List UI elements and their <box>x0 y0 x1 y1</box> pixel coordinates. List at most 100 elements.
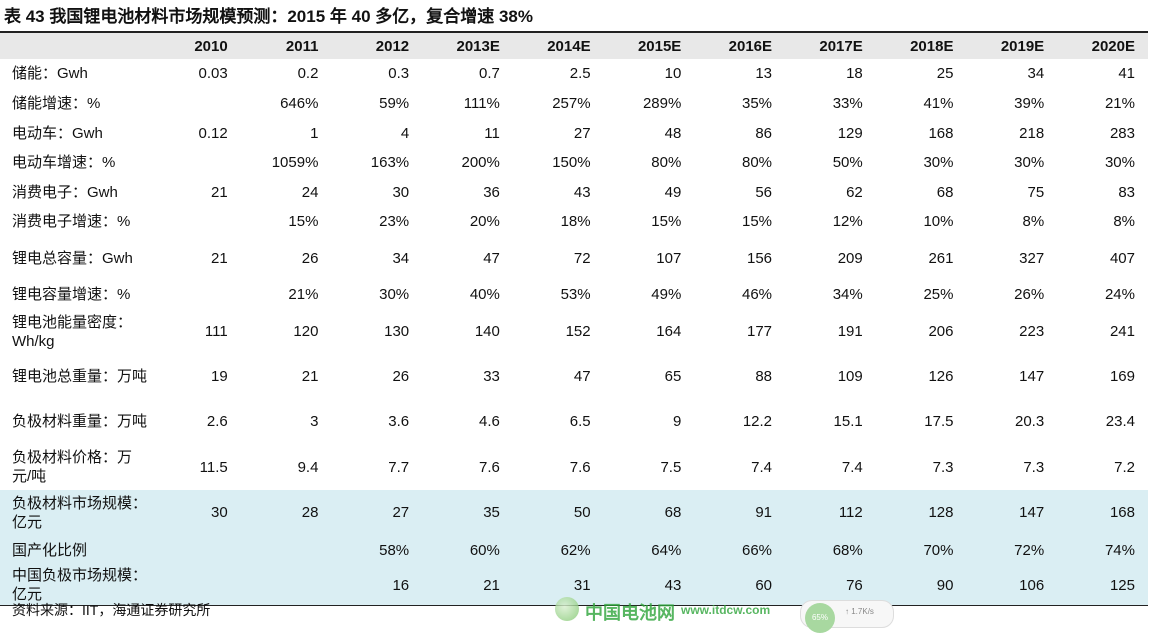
table-cell: 33% <box>832 94 863 112</box>
table-cell: 17.5 <box>924 413 954 430</box>
table-cell: 25 <box>936 65 954 82</box>
column-header: 2018E <box>910 37 954 55</box>
row-label: 锂电总容量：Gwh <box>12 249 133 267</box>
table-cell: 50% <box>832 154 863 171</box>
table-cell: 27 <box>392 504 410 521</box>
table-cell: 10% <box>923 213 954 230</box>
table-cell: 15.1 <box>833 413 863 430</box>
table-cell: 109 <box>837 368 863 385</box>
table-cell: 66% <box>742 541 773 559</box>
table-cell: 6.5 <box>569 413 591 430</box>
table-cell: 12.2 <box>742 413 773 430</box>
row-label: 消费电子：Gwh <box>12 183 118 201</box>
table-row: 锂电池能量密度：Wh/kg 111 120 130 140 152 164 177 191 206… <box>0 309 1148 354</box>
table-cell <box>241 535 332 565</box>
table-cell: 35 <box>483 504 500 521</box>
watermark-logo: 中国电池网 www.itdcw.com <box>555 597 785 623</box>
table-cell: 24% <box>1104 286 1135 303</box>
column-header: 2013E <box>456 37 500 55</box>
column-header: 2020E <box>1091 37 1135 55</box>
table-cell: 41% <box>923 94 954 112</box>
table-cell: 68 <box>664 504 682 521</box>
table-cell: 48 <box>664 124 682 142</box>
column-header: 2019E <box>1000 37 1045 55</box>
table-cell: 156 <box>747 249 773 267</box>
table-cell: 125 <box>1109 576 1135 594</box>
table-cell: 218 <box>1019 124 1045 142</box>
table-row: 储能增速：% 646% 59% 111% 257% 289% 35% 33% 41% 39% 21% <box>0 88 1148 118</box>
row-label: 消费电子增速：% <box>12 213 131 230</box>
table-cell: 56 <box>755 183 773 201</box>
table-cell: 30% <box>1104 154 1135 171</box>
table-cell: 2.5 <box>569 65 591 82</box>
header-row: 2010 2011 2012 2013E 2014E 2015E 2016E 2017E 201… <box>0 32 1148 59</box>
table-row: 电动车：Gwh 0.12 1 4 11 27 48 86 129 168 218 283 <box>0 118 1148 148</box>
table-cell: 3.6 <box>388 413 410 430</box>
table-cell: 30% <box>923 154 954 171</box>
table-cell: 50 <box>573 504 591 521</box>
table-cell: 241 <box>1109 323 1135 340</box>
row-label: 国产化比例 <box>12 541 88 559</box>
table-cell: 4.6 <box>479 413 500 430</box>
column-header: 2016E <box>728 37 773 55</box>
table-cell: 20% <box>469 213 500 230</box>
row-label: 负极材料价格：万元/吨 <box>12 449 133 485</box>
table-cell: 12% <box>832 213 863 230</box>
table-cell: 120 <box>293 323 319 340</box>
table-cell: 4 <box>400 124 410 142</box>
table-cell: 62% <box>560 541 591 559</box>
table-title: 表 43 我国锂电池材料市场规模预测：2015 年 40 多亿，复合增速 38% <box>4 7 533 26</box>
watermark-name: 中国电池网 <box>585 603 675 623</box>
table-cell: 24 <box>301 183 319 201</box>
table-cell: 23% <box>379 213 410 230</box>
table-cell: 76 <box>846 576 863 594</box>
table-cell: 106 <box>1019 576 1045 594</box>
table-cell: 21 <box>483 576 500 594</box>
table-cell: 8% <box>1113 213 1135 230</box>
row-label: 锂电池总重量：万吨 <box>12 368 148 385</box>
table-cell: 58% <box>379 541 410 559</box>
table-cell: 147 <box>1019 368 1045 385</box>
table-cell: 8% <box>1022 213 1045 230</box>
speed-widget[interactable]: 65% ↑ 1.7K/s <box>800 600 894 633</box>
table-cell: 21% <box>288 286 319 303</box>
table-cell: 152 <box>565 323 591 340</box>
table-cell: 206 <box>928 323 954 340</box>
column-header: 2014E <box>547 37 591 55</box>
table-cell: 18 <box>846 65 863 82</box>
table-cell: 7.2 <box>1114 458 1135 476</box>
table-cell: 47 <box>483 249 500 267</box>
table-cell: 80% <box>742 154 773 171</box>
table-cell <box>150 207 241 236</box>
table-cell: 53% <box>560 286 591 303</box>
table-cell: 46% <box>742 286 773 303</box>
table-cell: 41 <box>1118 65 1135 82</box>
table-cell: 90 <box>936 576 954 594</box>
table-cell: 27 <box>573 124 591 142</box>
table-cell: 21% <box>1104 94 1135 112</box>
table-cell: 91 <box>755 504 773 521</box>
speed-value: 1.7K/s <box>851 607 874 616</box>
row-label: 负极材料市场规模：亿元 <box>12 494 148 531</box>
table-cell: 68 <box>936 183 954 201</box>
table-cell: 9 <box>672 413 682 430</box>
table-cell: 33 <box>483 368 500 385</box>
table-cell: 169 <box>1109 368 1135 385</box>
table-row: 国产化比例 58% 60% 62% 64% 66% 68% 70% 72% 74% <box>0 535 1148 565</box>
table-cell: 0.7 <box>479 65 500 82</box>
table-cell: 126 <box>928 368 954 385</box>
table-cell: 70% <box>923 541 954 559</box>
column-header: 2011 <box>285 37 319 55</box>
table-cell: 289% <box>642 94 682 112</box>
table-cell: 11 <box>484 124 500 142</box>
table-cell: 112 <box>838 504 863 521</box>
table-cell: 107 <box>656 249 682 267</box>
table-cell: 407 <box>1109 249 1135 267</box>
column-header: 2015E <box>637 37 682 55</box>
table-cell: 26 <box>392 368 410 385</box>
table-cell: 83 <box>1118 183 1135 201</box>
table-row: 消费电子：Gwh 21 24 30 36 43 49 56 62 68 75 83 <box>0 177 1148 207</box>
table-cell: 13 <box>755 65 773 82</box>
table-cell: 72% <box>1014 541 1045 559</box>
table-cell: 168 <box>1109 504 1135 521</box>
